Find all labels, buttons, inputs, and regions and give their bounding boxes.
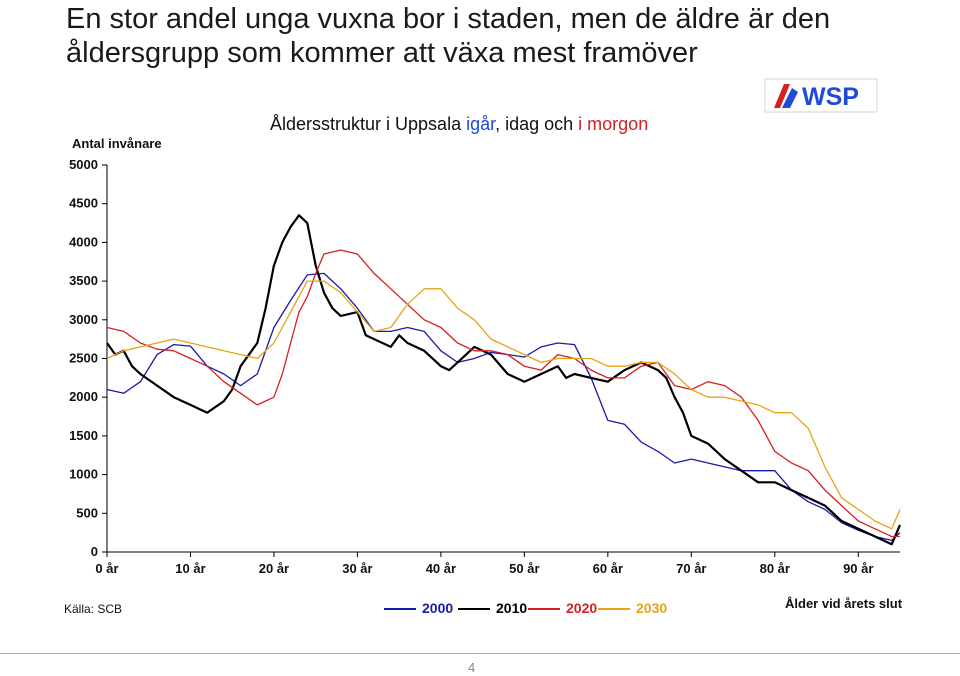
wsp-logo: WSP [764,78,878,113]
y-tick-label: 4500 [69,196,98,211]
y-tick-label: 0 [91,544,98,559]
line-chart: 0 500 1000 1500 2000 2500 3000 3500 4000 4500 5000… [69,157,902,576]
logo-frame [764,78,878,113]
slide-title: En stor andel unga vuxna bor i staden, m… [66,3,831,69]
y-tick-label: 500 [76,505,98,520]
legend-swatch-2020 [528,608,560,610]
x-axis-label: Ålder vid årets slut [785,596,903,611]
y-tick-label: 2000 [69,389,98,404]
legend-label-2010: 2010 [496,600,528,616]
x-tick-label: 90 år [843,561,873,576]
y-tick-label: 3000 [69,312,98,327]
chart-title-part-2: igår [466,114,496,134]
x-tick-label: 70 år [676,561,706,576]
chart-title-part-4: i morgon [578,114,649,134]
source-note: Källa: SCB [64,602,123,616]
y-tick-label: 2500 [69,351,98,366]
series-line-2030 [106,280,901,530]
x-tick-label: 0 år [95,561,118,576]
legend-label-2030: 2030 [636,600,668,616]
x-tick-label: 50 år [509,561,539,576]
legend-swatch-2030 [598,608,630,610]
chart-title-part-3: , idag och [495,114,579,134]
legend-swatch-2010 [458,608,490,610]
y-tick-label: 1000 [69,467,98,482]
x-tick-label: 20 år [259,561,289,576]
logo-emblem-blue [782,88,798,108]
series-line-2010 [106,214,902,546]
legend-label-2000: 2000 [422,600,454,616]
y-tick-label: 5000 [69,157,98,172]
y-axis-label: Antal invånare [72,136,162,151]
legend-label-2020: 2020 [566,600,598,616]
page-number: 4 [468,660,476,675]
footer-divider [0,653,960,654]
x-tick-label: 40 år [426,561,456,576]
x-tick-label: 10 år [175,561,205,576]
x-tick-label: 80 år [760,561,790,576]
logo-emblem-red [774,84,790,108]
series-line-2000 [106,272,901,542]
x-tick-label: 30 år [342,561,372,576]
y-tick-label: 3500 [69,273,98,288]
series-line-2020 [106,249,900,538]
y-tick-label: 4000 [69,234,98,249]
chart-title-part-1: Åldersstruktur i Uppsala [270,114,467,134]
chart-title: Åldersstruktur i Uppsala igår, idag och … [270,114,648,135]
legend-swatch-2000 [384,608,416,610]
y-tick-label: 1500 [69,428,98,443]
x-tick-label: 60 år [593,561,623,576]
logo-text: WSP [802,83,859,111]
